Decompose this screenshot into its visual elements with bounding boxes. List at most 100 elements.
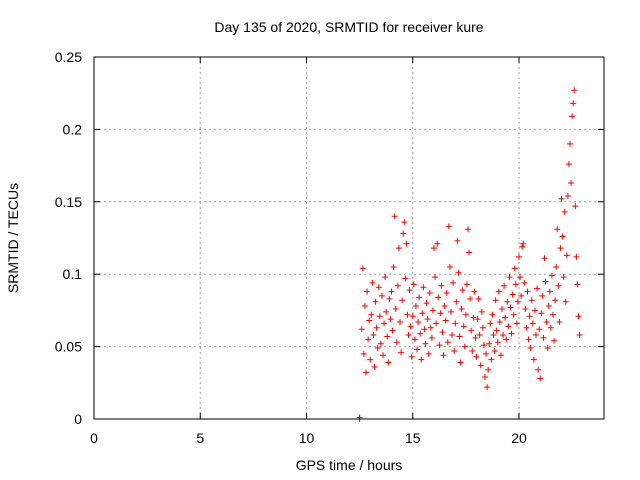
data-point [542, 278, 549, 285]
data-point [459, 287, 466, 294]
y-tick-label: 0 [74, 411, 82, 427]
data-point [548, 272, 555, 279]
data-point [457, 359, 464, 366]
data-point [378, 292, 385, 299]
data-point [565, 161, 572, 168]
data-point [381, 320, 388, 327]
data-point [572, 203, 579, 210]
data-point [386, 295, 393, 302]
data-point [387, 316, 394, 323]
data-point [475, 295, 482, 302]
data-point [450, 279, 457, 286]
data-point [384, 333, 391, 340]
data-point [512, 281, 519, 288]
data-point [570, 100, 577, 107]
data-point [506, 274, 513, 281]
data-point [368, 311, 375, 318]
data-point [474, 316, 481, 323]
data-point [358, 326, 365, 333]
data-point [415, 318, 422, 325]
data-point [369, 279, 376, 286]
data-point [394, 282, 401, 289]
data-point [376, 313, 383, 320]
data-point [363, 369, 369, 376]
data-point [445, 223, 452, 230]
data-point [562, 298, 569, 305]
data-point [431, 245, 437, 252]
data-point [434, 240, 441, 247]
data-point [558, 195, 565, 202]
data-point [556, 318, 563, 325]
data-point [366, 317, 373, 324]
data-point [520, 240, 527, 247]
data-point [364, 288, 371, 295]
data-point [484, 384, 491, 391]
data-point [405, 332, 412, 339]
data-point [403, 240, 410, 247]
data-point [573, 253, 580, 260]
chart-title: Day 135 of 2020, SRMTID for receiver kur… [214, 19, 483, 35]
data-point [551, 337, 558, 344]
data-point [523, 324, 530, 331]
data-point [446, 263, 453, 270]
data-point [489, 311, 496, 318]
data-point [553, 263, 560, 270]
data-point [541, 255, 548, 262]
data-point [406, 287, 413, 294]
data-point [455, 269, 462, 276]
data-point [550, 311, 556, 318]
data-point [470, 314, 477, 321]
data-point [545, 303, 552, 310]
data-point [356, 414, 363, 421]
data-point [525, 336, 532, 343]
data-point [412, 303, 419, 310]
data-point [398, 349, 405, 356]
data-point [536, 326, 543, 333]
data-point [509, 291, 516, 298]
data-point [461, 343, 468, 350]
data-point [458, 305, 465, 312]
x-tick-label: 5 [196, 430, 204, 446]
data-point [563, 252, 570, 259]
data-point [426, 290, 433, 297]
data-point [487, 320, 494, 327]
data-point [543, 318, 550, 325]
data-point [373, 324, 380, 331]
data-point [361, 303, 368, 310]
data-point [568, 179, 575, 186]
data-point [390, 263, 397, 270]
data-point [401, 219, 408, 226]
plot-frame [93, 56, 605, 420]
data-point [575, 313, 582, 320]
data-point [410, 281, 417, 288]
data-point [530, 356, 537, 363]
data-point [411, 336, 418, 343]
data-point [483, 350, 490, 357]
data-point [528, 297, 535, 304]
data-point [482, 374, 488, 381]
data-point [564, 193, 571, 200]
x-tick-label: 15 [405, 430, 421, 446]
data-point [533, 332, 539, 339]
data-point [478, 308, 485, 315]
data-point [504, 298, 511, 305]
y-tick-label: 0.25 [55, 49, 82, 65]
data-point [420, 284, 427, 291]
data-point [441, 303, 448, 310]
data-point [538, 310, 545, 317]
data-point [440, 352, 447, 359]
data-point [479, 324, 486, 331]
data-point [448, 308, 454, 315]
data-point [519, 243, 526, 250]
data-point [451, 347, 458, 354]
data-point [433, 320, 440, 327]
data-point [439, 329, 446, 336]
data-point [417, 330, 424, 337]
data-point [526, 313, 533, 320]
data-point [408, 353, 415, 360]
data-point [540, 334, 547, 341]
data-point [497, 352, 504, 359]
data-point [452, 320, 459, 327]
data-point [360, 350, 367, 357]
data-point [438, 282, 445, 289]
